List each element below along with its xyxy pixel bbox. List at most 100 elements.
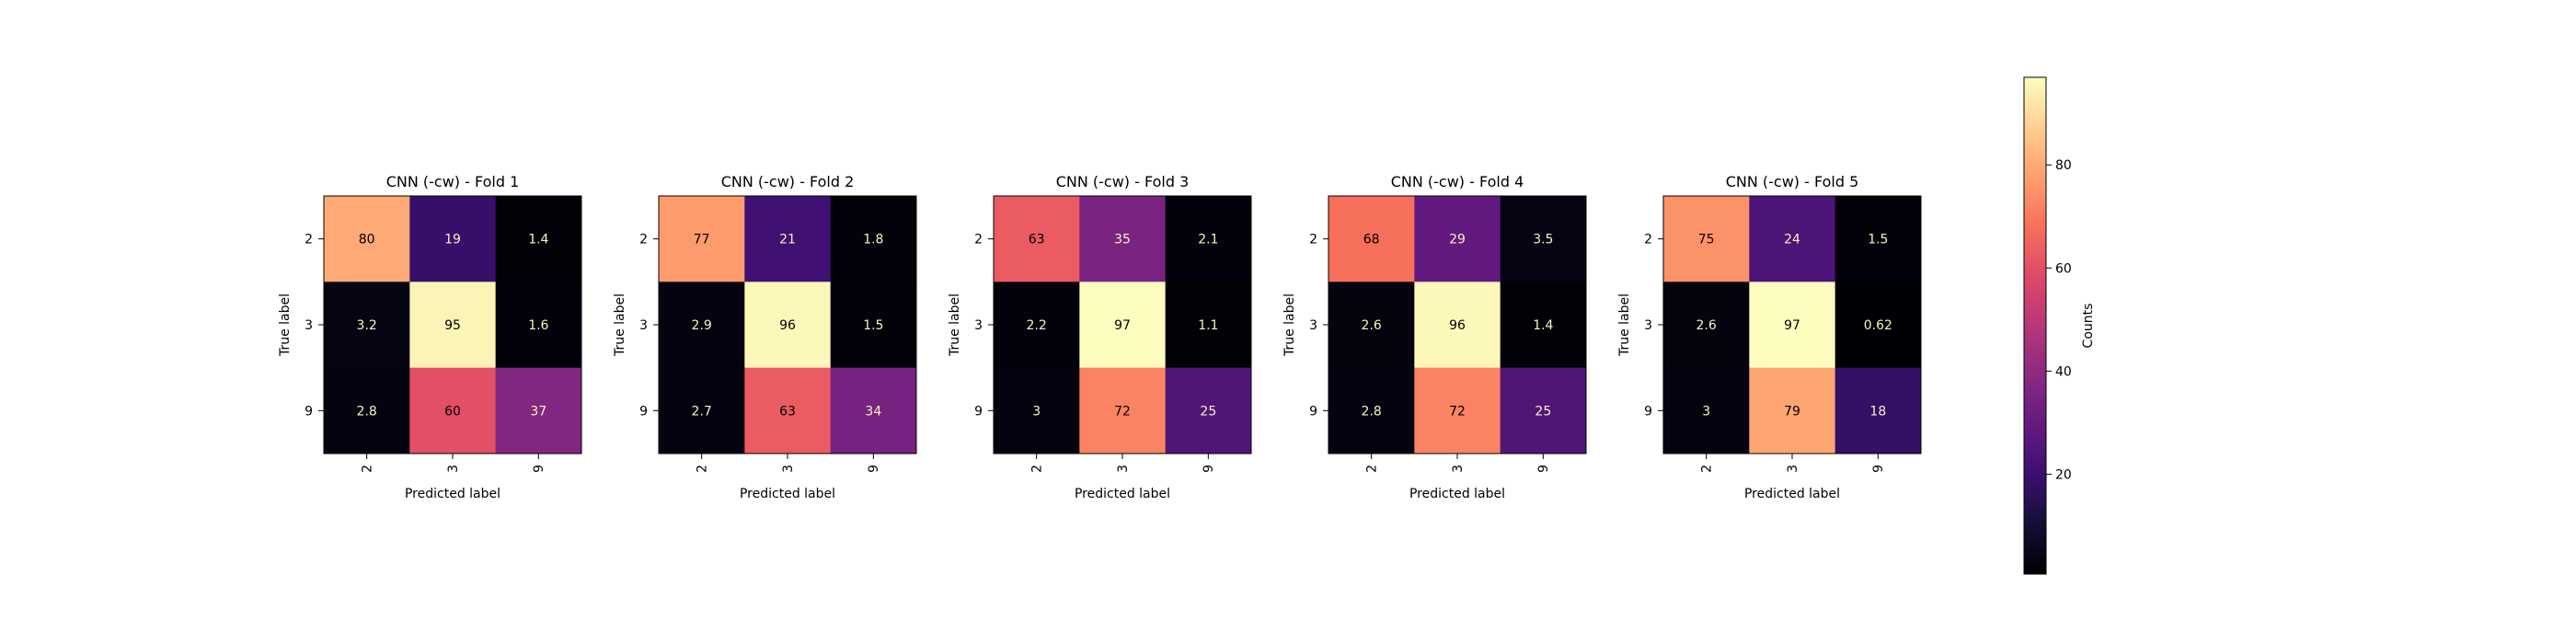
y-tick-label: 9 xyxy=(639,404,648,419)
y-axis-label: True label xyxy=(1617,293,1632,357)
confusion-matrix-panel-2: CNN (-cw) - Fold 2 77 21 1.8 2.9 96 1.5 2.7 63 34… xyxy=(613,173,917,501)
heatmap-cell xyxy=(830,196,917,282)
panel-title: CNN (-cw) - Fold 3 xyxy=(1056,173,1190,190)
heatmap-cell xyxy=(994,282,1080,369)
heatmap-cell xyxy=(495,367,582,454)
heatmap-cell xyxy=(1663,196,1750,282)
x-axis-label: Predicted label xyxy=(1744,487,1840,501)
heatmap-cell xyxy=(1834,282,1922,369)
x-tick-label: 9 xyxy=(867,465,881,473)
heatmap-cell xyxy=(1328,367,1415,454)
cell-value-label: 1.5 xyxy=(863,318,883,333)
heatmap-cell xyxy=(659,282,745,369)
y-tick-label: 3 xyxy=(1644,318,1652,333)
heatmap-cell xyxy=(1079,282,1167,369)
cell-value-label: 3 xyxy=(1702,404,1710,419)
cell-value-label: 75 xyxy=(1698,233,1715,247)
heatmap-cell xyxy=(1500,196,1587,282)
heatmap-cell xyxy=(324,367,410,454)
cell-value-label: 0.62 xyxy=(1864,318,1892,333)
heatmap-cell xyxy=(830,367,917,454)
heatmap-cell xyxy=(1834,367,1922,454)
panels-group: CNN (-cw) - Fold 180 19 1.43.2 95 1.62.8 60 37… xyxy=(278,173,1922,501)
colorbar: 20 40 60 80 Counts xyxy=(2023,76,2096,575)
heatmap-cell xyxy=(1165,282,1252,369)
heatmap-cell xyxy=(744,196,832,282)
x-tick-label: 2 xyxy=(696,465,710,473)
heatmap-cell xyxy=(1328,196,1415,282)
y-axis-label: True label xyxy=(278,293,293,357)
heatmap-cell xyxy=(1500,367,1587,454)
cell-value-label: 1.4 xyxy=(1533,318,1553,333)
heatmap-cell xyxy=(324,282,410,369)
cell-value-label: 37 xyxy=(530,404,546,419)
y-axis-label: True label xyxy=(613,293,627,357)
heatmap-cell xyxy=(1749,367,1836,454)
cell-value-label: 97 xyxy=(1114,318,1131,333)
colorbar-frame xyxy=(2023,76,2047,575)
colorbar-tick-label: 60 xyxy=(2055,261,2072,276)
confusion-matrix-panel-5: CNN (-cw) - Fold 5 75 24 1.5 2.6 97 0.62 3 79 18 2… xyxy=(1617,173,1922,501)
x-axis-label: Predicted label xyxy=(405,487,500,501)
heatmap-cell xyxy=(1834,196,1922,282)
y-tick-label: 9 xyxy=(1309,404,1317,419)
cell-value-label: 25 xyxy=(1535,404,1551,419)
x-tick-label: 2 xyxy=(361,465,375,473)
heatmap-cell xyxy=(324,196,410,282)
heatmap-cell xyxy=(495,282,582,369)
heatmap-cell xyxy=(1500,282,1587,369)
cell-value-label: 2.8 xyxy=(357,404,377,419)
heatmap-cell xyxy=(744,367,832,454)
cell-value-label: 2.2 xyxy=(1027,318,1047,333)
heatmap-cell xyxy=(994,196,1080,282)
x-axis-label: Predicted label xyxy=(740,487,835,501)
cell-value-label: 2.6 xyxy=(1362,318,1382,333)
colorbar-tick-label: 40 xyxy=(2055,364,2072,379)
heatmap-cell xyxy=(409,367,497,454)
heatmap-cell xyxy=(744,282,832,369)
y-tick-label: 2 xyxy=(305,233,313,247)
heatmap-cell xyxy=(409,282,497,369)
colorbar-tick-label: 20 xyxy=(2055,467,2072,482)
cell-value-label: 63 xyxy=(1029,233,1045,247)
cell-value-label: 2.6 xyxy=(1696,318,1717,333)
x-tick-label: 9 xyxy=(1871,465,1886,473)
cell-value-label: 2.8 xyxy=(1362,404,1382,419)
y-tick-label: 9 xyxy=(974,404,983,419)
y-tick-label: 2 xyxy=(974,233,983,247)
x-tick-label: 3 xyxy=(1451,465,1466,473)
y-axis-label: True label xyxy=(1282,293,1297,357)
x-tick-label: 2 xyxy=(1365,465,1380,473)
cell-value-label: 2.1 xyxy=(1198,233,1218,247)
confusion-matrix-panel-1: CNN (-cw) - Fold 1 80 19 1.4 3.2 95 1.6 2.8 60 37… xyxy=(278,173,582,501)
x-tick-label: 2 xyxy=(1030,465,1045,473)
y-tick-label: 3 xyxy=(305,318,313,333)
y-tick-label: 3 xyxy=(639,318,648,333)
cell-value-label: 1.8 xyxy=(863,233,883,247)
y-tick-label: 3 xyxy=(974,318,983,333)
heatmap-cell xyxy=(1663,282,1750,369)
cell-value-label: 34 xyxy=(865,404,881,419)
heatmap-cell xyxy=(1749,196,1836,282)
heatmap-cell xyxy=(1328,282,1415,369)
cell-value-label: 1.5 xyxy=(1868,233,1888,247)
cell-value-label: 97 xyxy=(1784,318,1800,333)
heatmap-cell xyxy=(1079,196,1167,282)
heatmap-cell xyxy=(994,367,1080,454)
y-tick-label: 9 xyxy=(305,404,313,419)
cell-value-label: 3 xyxy=(1032,404,1041,419)
y-axis-label: True label xyxy=(948,293,962,357)
heatmap-cell xyxy=(659,196,745,282)
panel-title: CNN (-cw) - Fold 5 xyxy=(1726,173,1859,190)
heatmap-cell xyxy=(659,367,745,454)
heatmap-cell xyxy=(1414,196,1501,282)
cell-value-label: 3.5 xyxy=(1533,233,1553,247)
heatmap-cell xyxy=(1414,367,1501,454)
y-tick-label: 2 xyxy=(1644,233,1652,247)
y-tick-label: 2 xyxy=(1309,233,1317,247)
cell-value-label: 95 xyxy=(444,318,461,333)
panel-title: CNN (-cw) - Fold 1 xyxy=(386,173,520,190)
cell-value-label: 24 xyxy=(1784,233,1800,247)
heatmap-cell xyxy=(1749,282,1836,369)
